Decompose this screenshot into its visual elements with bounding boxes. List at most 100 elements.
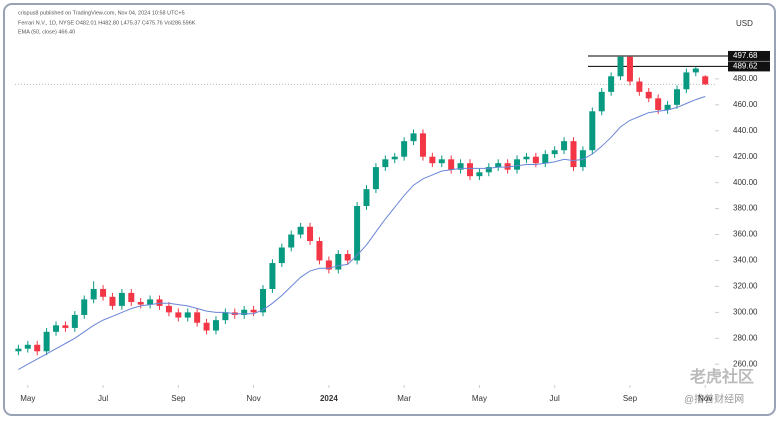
candle-body (617, 56, 624, 77)
x-tick-label: 2024 (320, 394, 338, 403)
watermark: @撸普财经网 (684, 393, 744, 406)
candle-body (335, 253, 342, 270)
candle-body (598, 91, 605, 112)
candle-body (194, 312, 201, 323)
x-tick-label: Jul (98, 394, 108, 403)
candle-body (137, 301, 144, 305)
candle-body (626, 56, 633, 82)
y-tick-label: 460.00 (733, 100, 758, 109)
candle-body (485, 167, 492, 173)
candle-body (401, 141, 408, 157)
price-label-box (728, 61, 770, 72)
candle-body (278, 247, 285, 264)
candle-body (43, 331, 50, 352)
y-tick-label: 480.00 (733, 74, 758, 83)
y-tick-label: 420.00 (733, 152, 758, 161)
candle-body (467, 163, 473, 177)
x-tick-label: May (472, 394, 487, 403)
y-tick-label: 300.00 (733, 307, 758, 316)
candle-body (419, 133, 426, 157)
candle-body (15, 348, 22, 352)
candle-body (683, 72, 690, 90)
y-tick-label: 320.00 (733, 282, 758, 291)
candle-body (692, 68, 699, 73)
candle-body (504, 163, 511, 170)
x-tick-label: May (20, 394, 35, 403)
candle-body (561, 141, 568, 151)
candle-body (118, 292, 125, 306)
candle-body (307, 226, 314, 242)
candle-body (147, 299, 154, 305)
x-tick-label: Sep (623, 394, 638, 403)
candle-body (100, 289, 107, 297)
candle-body (62, 325, 69, 328)
currency: USD (736, 19, 753, 28)
candle-body (382, 159, 389, 168)
candle-body (523, 156, 530, 160)
y-tick-label: 280.00 (733, 333, 758, 342)
candle-body (514, 159, 521, 170)
y-tick-label: 260.00 (733, 359, 758, 368)
candle-body (551, 150, 558, 155)
header-line: Ferrari N.V., 1D, NYSE O482.01 H482.80 L… (18, 20, 196, 26)
candle-body (608, 76, 615, 92)
candle-body (344, 253, 351, 261)
candle-body (354, 206, 361, 261)
candle-body (184, 312, 191, 318)
candle-body (156, 299, 163, 306)
y-tick-label: 360.00 (733, 230, 758, 239)
candle-body (589, 111, 596, 151)
x-tick-label: Nov (698, 394, 712, 403)
x-tick-label: Nov (246, 394, 260, 403)
candle-body (297, 226, 304, 235)
x-tick-label: Sep (171, 394, 186, 403)
candle-body (570, 141, 577, 168)
candle-body (288, 234, 295, 248)
header-line: EMA (50, close) 466.40 (18, 29, 75, 35)
candle-body (203, 322, 210, 331)
candle-body (438, 159, 445, 164)
candle-body (90, 289, 97, 300)
candle-body (269, 263, 276, 290)
candle-body (542, 154, 549, 164)
header-line: crispus8 published on TradingView.com, N… (18, 10, 185, 16)
candle-body (212, 320, 219, 331)
candle-body (410, 133, 417, 142)
candle-body (109, 296, 116, 306)
frame (3, 3, 776, 416)
candle-body (372, 167, 379, 190)
candle-body (429, 156, 436, 164)
candle-body (316, 241, 323, 261)
x-tick-label: Jul (550, 394, 560, 403)
candle-body (128, 292, 135, 302)
candle-body (448, 159, 455, 170)
candle-body (495, 163, 502, 168)
candle-body (457, 163, 464, 170)
ema-line (18, 96, 706, 370)
candle-body (222, 312, 229, 321)
candle-body (476, 172, 483, 177)
candle-body (34, 344, 41, 352)
candle-body (664, 104, 671, 111)
candle-body (260, 289, 267, 313)
candle-body (363, 189, 370, 206)
candle-body (655, 98, 662, 111)
candle-body (579, 150, 586, 168)
candle-body (24, 344, 31, 349)
y-tick-label: 380.00 (733, 204, 758, 213)
candle-body (81, 299, 88, 315)
y-tick-label: 440.00 (733, 126, 758, 135)
x-tick-label: Mar (397, 394, 411, 403)
candle-body (241, 309, 248, 315)
candle-body (532, 156, 539, 164)
price-label: 489.62 (733, 62, 758, 71)
candle-body (702, 76, 709, 85)
price-label-box (728, 50, 770, 61)
candle-body (325, 260, 332, 270)
candle-body (53, 325, 60, 332)
price-label: 497.68 (733, 51, 758, 60)
candle-body (645, 91, 652, 99)
candle-body (250, 309, 257, 313)
